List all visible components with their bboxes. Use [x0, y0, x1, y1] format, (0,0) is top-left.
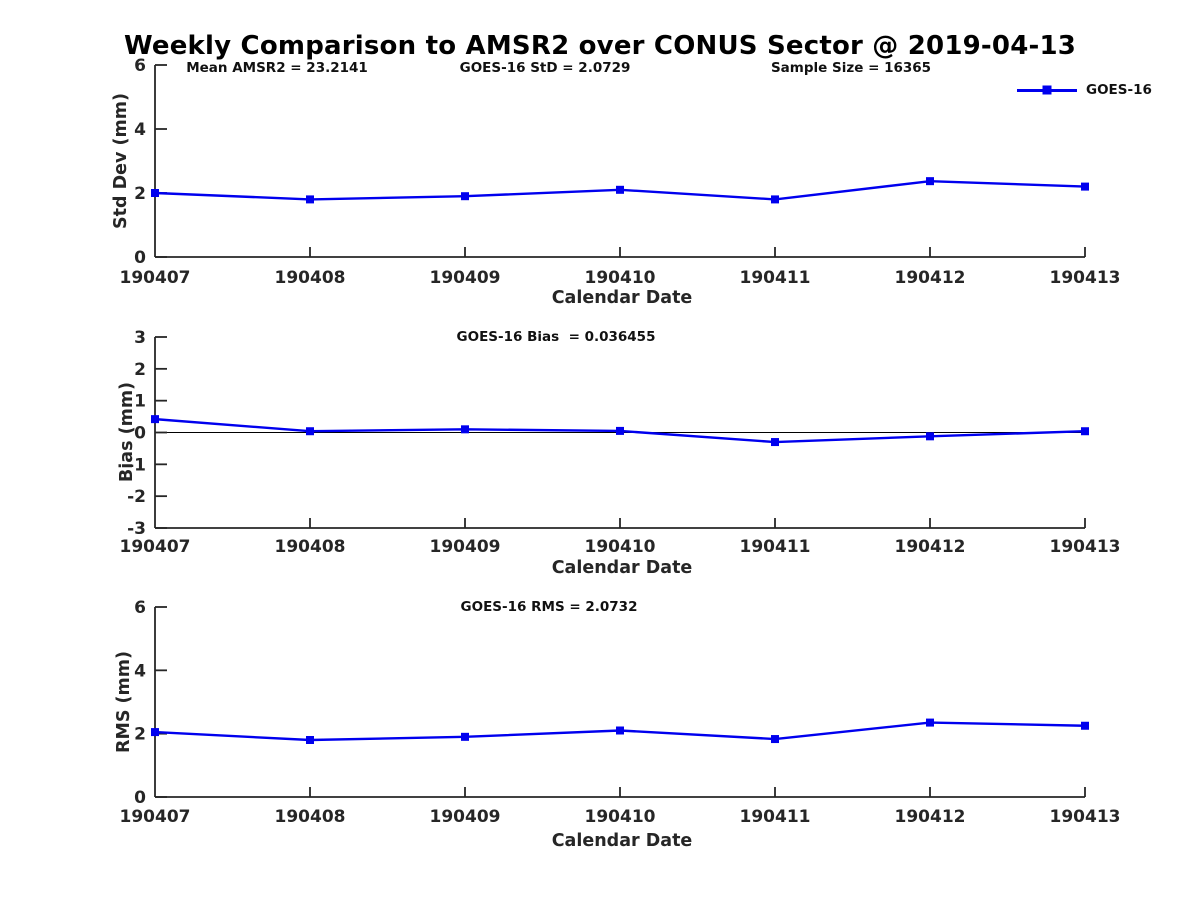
x-tick-label: 190409 — [430, 537, 501, 557]
x-tick-label: 190407 — [120, 268, 191, 288]
x-axis-label-1: Calendar Date — [551, 288, 693, 308]
y-tick-label: 3 — [134, 328, 146, 348]
y-tick-label: 2 — [134, 184, 146, 204]
x-tick-label: 190408 — [275, 537, 346, 557]
y-tick-label: 0 — [134, 788, 146, 808]
data-point-marker — [151, 189, 159, 197]
x-axis-label-3: Calendar Date — [551, 831, 693, 851]
page-title: Weekly Comparison to AMSR2 over CONUS Se… — [123, 31, 1077, 61]
y-axis-label-rms: RMS (mm) — [114, 650, 134, 754]
x-tick-label: 190410 — [585, 268, 656, 288]
data-point-marker — [616, 726, 624, 735]
y-tick-label: 6 — [134, 56, 146, 76]
data-point-marker — [461, 732, 469, 741]
x-tick-label: 190408 — [275, 268, 346, 288]
y-axis-label-stddev: Std Dev (mm) — [111, 93, 131, 229]
data-point-marker — [926, 177, 934, 186]
y-tick-label: 4 — [134, 661, 146, 681]
x-tick-label: 190411 — [740, 537, 811, 557]
data-point-marker — [151, 728, 159, 737]
x-tick-label: 190409 — [430, 268, 501, 288]
data-point-marker — [306, 736, 314, 744]
x-tick-label: 190412 — [895, 537, 966, 557]
data-point-marker — [306, 195, 314, 204]
x-axis-label-2: Calendar Date — [551, 558, 693, 578]
annotation-goes16-rms: GOES-16 RMS = 2.0732 — [460, 599, 638, 615]
x-tick-label: 190413 — [1050, 807, 1121, 827]
data-point-marker — [461, 425, 469, 434]
legend-square-marker-icon — [1042, 85, 1052, 95]
y-tick-label: 1 — [134, 392, 146, 412]
annotation-sample-size: Sample Size = 16365 — [770, 60, 932, 76]
annotation-goes16-bias: GOES-16 Bias = 0.036455 — [456, 329, 656, 345]
data-point-marker — [461, 192, 469, 201]
y-tick-label: -1 — [127, 455, 146, 475]
y-tick-label: -3 — [127, 519, 146, 539]
legend-line-sample — [1017, 85, 1077, 95]
y-axis-label-bias: Bias (mm) — [117, 381, 137, 483]
y-tick-label: 2 — [134, 725, 146, 745]
subplot-3: 0 2 4 6 190407 190408 190409 190410 190411 190412… — [120, 598, 1121, 827]
x-tick-label: 190410 — [585, 537, 656, 557]
data-point-marker — [616, 185, 624, 194]
data-point-marker — [771, 438, 779, 447]
y-tick-label: 2 — [134, 360, 146, 380]
y-tick-label: 0 — [134, 248, 146, 268]
y-tick-label: 0 — [134, 424, 146, 444]
x-tick-label: 190408 — [275, 807, 346, 827]
legend: GOES-16 — [1017, 82, 1152, 98]
data-point-marker — [1081, 721, 1089, 730]
x-tick-label: 190413 — [1050, 268, 1121, 288]
legend-label: GOES-16 — [1086, 82, 1152, 98]
x-tick-label: 190407 — [120, 807, 191, 827]
data-point-marker — [1081, 427, 1089, 436]
data-point-marker — [1081, 182, 1089, 191]
x-tick-label: 190410 — [585, 807, 656, 827]
x-tick-label: 190413 — [1050, 537, 1121, 557]
x-tick-label: 190407 — [120, 537, 191, 557]
subplot-2: -3 -2 -1 0 1 2 3 190407 190408 190409 190410 190411… — [120, 328, 1121, 557]
data-point-marker — [926, 718, 934, 727]
x-tick-label: 190412 — [895, 807, 966, 827]
y-tick-label: -2 — [127, 487, 146, 507]
x-tick-label: 190412 — [895, 268, 966, 288]
data-point-marker — [616, 426, 624, 435]
y-tick-label: 6 — [134, 598, 146, 618]
annotation-mean-amsr2: Mean AMSR2 = 23.2141 — [186, 60, 368, 76]
x-tick-label: 190409 — [430, 807, 501, 827]
y-tick-label: 4 — [134, 120, 146, 140]
data-point-marker — [771, 735, 779, 744]
data-point-marker — [771, 195, 779, 204]
x-tick-label: 190411 — [740, 807, 811, 827]
data-point-marker — [926, 432, 934, 441]
data-point-marker — [151, 415, 159, 424]
data-point-marker — [306, 427, 314, 436]
subplot-1: 0 2 4 6 190407 190408 190409 190410 190411 190412… — [120, 56, 1121, 288]
x-tick-label: 190411 — [740, 268, 811, 288]
annotation-goes16-std: GOES-16 StD = 2.0729 — [459, 60, 631, 76]
